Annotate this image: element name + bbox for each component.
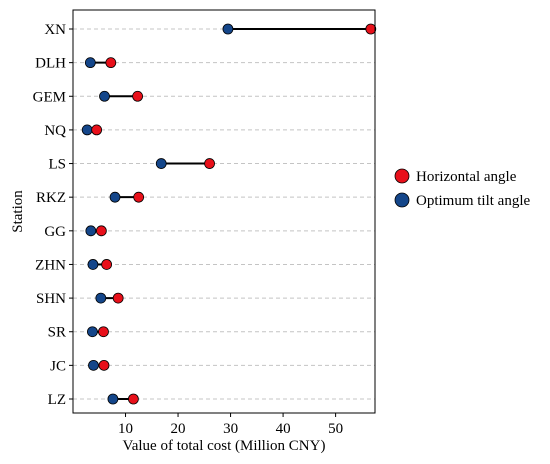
y-tick-label-nq: NQ [44,123,66,139]
point-horizontal-angle-dlh [105,57,117,69]
point-optimum-tilt-angle-jc [88,359,99,371]
point-optimum-tilt-angle-zhn [87,259,99,270]
y-tick-label-xn: XN [44,22,66,38]
y-tick-label-gem: GEM [33,89,66,105]
plot-frame [72,9,376,414]
y-tick-label-dlh: DLH [35,56,66,72]
point-optimum-tilt-angle-gem [99,90,110,102]
x-tick-label-20: 20 [171,421,186,437]
y-axis-ticks: XN DLH GEM NQ LS RKZ GG ZHN SHN SR JC LZ [33,22,73,408]
legend-marker-optimum-tilt-angle [394,192,410,208]
point-optimum-tilt-angle-gg [85,225,97,237]
legend-marker-horizontal-angle [394,168,410,184]
point-horizontal-angle-gem [132,90,144,102]
point-horizontal-angle-nq [91,124,103,136]
y-tick-label-gg: GG [44,224,66,240]
point-horizontal-angle-lz [127,393,139,405]
y-tick-label-zhn: ZHN [35,257,66,273]
point-optimum-tilt-angle-nq [81,124,93,136]
y-tick-label-rkz: RKZ [36,190,66,206]
legend-label-optimum-tilt-angle: Optimum tilt angle [416,193,530,209]
point-horizontal-angle-rkz [133,191,145,203]
point-optimum-tilt-angle-shn [95,292,107,304]
gridlines [73,28,375,400]
point-horizontal-angle-xn [365,23,377,35]
x-tick-label-40: 40 [276,421,291,437]
y-tick-label-lz: LZ [48,392,66,408]
point-horizontal-angle-zhn [101,259,113,270]
legend: Horizontal angle Optimum tilt angle [394,168,530,209]
x-tick-label-30: 30 [223,421,238,437]
x-tick-label-10: 10 [118,421,133,437]
y-tick-label-sr: SR [48,325,66,341]
point-horizontal-angle-ls [204,158,215,169]
point-horizontal-angle-gg [95,225,107,237]
legend-label-horizontal-angle: Horizontal angle [416,169,517,185]
y-tick-label-jc: JC [50,358,66,374]
x-tick-label-50: 50 [328,421,343,437]
x-axis-title: Value of total cost (Million CNY) [123,438,326,454]
point-optimum-tilt-angle-dlh [84,57,96,69]
point-horizontal-angle-jc [98,359,110,371]
point-optimum-tilt-angle-xn [222,23,234,35]
x-axis-ticks: 10 20 30 40 50 [118,413,343,437]
point-optimum-tilt-angle-sr [87,326,98,338]
data-points [81,23,377,405]
point-optimum-tilt-angle-rkz [109,191,121,203]
point-optimum-tilt-angle-lz [107,393,119,405]
y-tick-label-shn: SHN [36,291,66,307]
y-tick-label-ls: LS [48,157,66,173]
point-optimum-tilt-angle-ls [155,158,167,169]
point-horizontal-angle-sr [98,326,109,338]
connectors [87,28,371,400]
y-axis-title: Station [10,190,26,233]
point-horizontal-angle-shn [112,292,124,304]
